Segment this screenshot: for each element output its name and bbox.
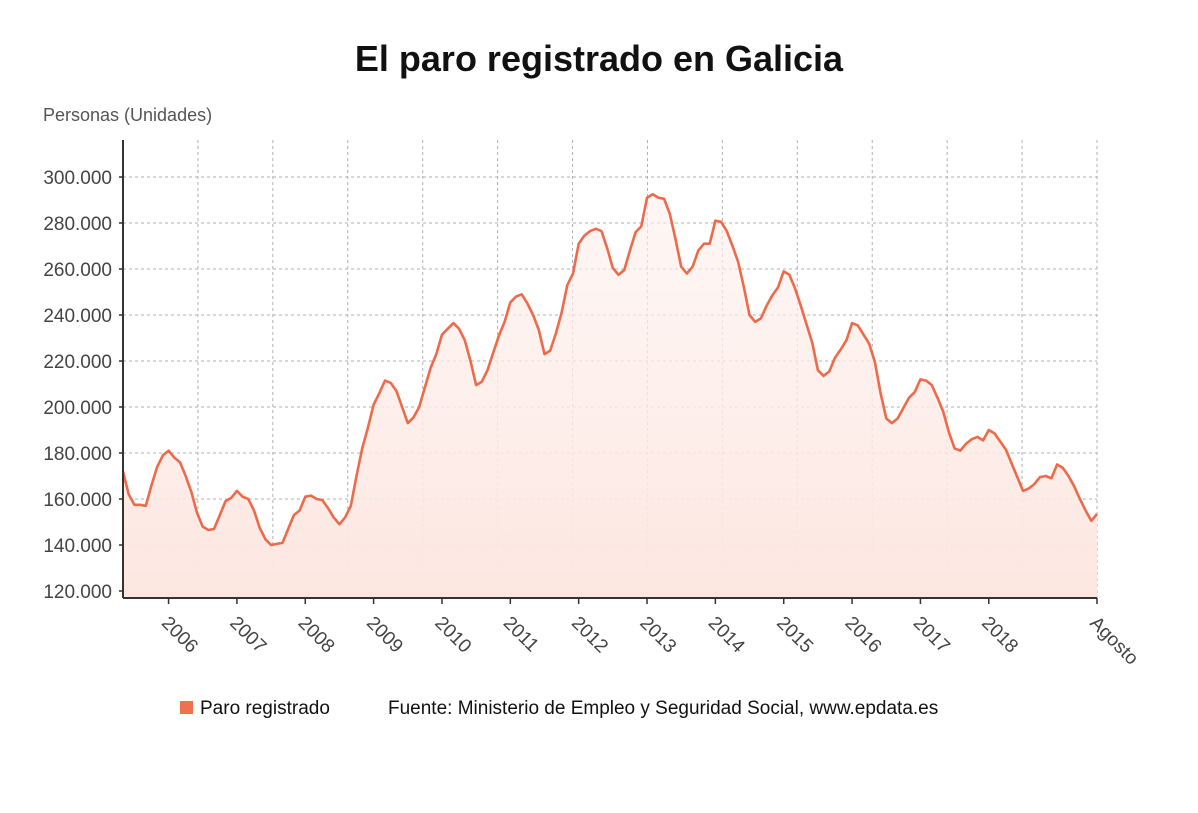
x-tick-label: 2015	[772, 613, 817, 658]
legend: Paro registrado Fuente: Ministerio de Em…	[180, 698, 938, 719]
y-tick-label: 120.000	[43, 582, 112, 603]
source-note: Fuente: Ministerio de Empleo y Seguridad…	[388, 698, 938, 719]
x-tick-label: Agosto	[1085, 613, 1142, 670]
area-fill	[123, 194, 1097, 599]
y-axis-label: Personas (Unidades)	[43, 105, 212, 125]
x-tick-label: 2009	[362, 613, 407, 658]
x-tick-label: 2013	[635, 613, 680, 658]
y-tick-label: 280.000	[43, 214, 112, 235]
legend-swatch-paro-registrado	[180, 701, 193, 714]
x-tick-label: 2012	[567, 613, 612, 658]
y-tick-label: 240.000	[43, 306, 112, 327]
x-tick-label: 2016	[841, 613, 886, 658]
x-tick-label: 2011	[499, 613, 543, 657]
y-tick-label: 260.000	[43, 260, 112, 281]
x-axis-ticks: 2006 2007 2008 2009 2010 2011 2012 2013 2014 2015…	[157, 598, 1142, 669]
x-tick-label: 2010	[430, 613, 475, 658]
x-tick-label: 2017	[909, 613, 954, 658]
chart-title: El paro registrado en Galicia	[355, 38, 844, 79]
y-tick-label: 300.000	[43, 168, 112, 189]
x-tick-label: 2018	[977, 613, 1022, 658]
x-tick-label: 2014	[704, 613, 749, 658]
legend-label-paro-registrado: Paro registrado	[200, 698, 330, 719]
y-tick-label: 140.000	[43, 536, 112, 557]
y-tick-label: 160.000	[43, 490, 112, 511]
y-tick-label: 180.000	[43, 444, 112, 465]
y-tick-label: 220.000	[43, 352, 112, 373]
y-axis-ticks: 120.000 140.000 160.000 180.000 200.000 220.0…	[43, 168, 123, 603]
y-tick-label: 200.000	[43, 398, 112, 419]
series-line-paro-registrado	[121, 193, 1099, 547]
axes	[122, 140, 1097, 599]
x-tick-label: 2008	[294, 613, 339, 658]
x-tick-label: 2007	[225, 613, 270, 658]
x-tick-label: 2006	[157, 613, 202, 658]
